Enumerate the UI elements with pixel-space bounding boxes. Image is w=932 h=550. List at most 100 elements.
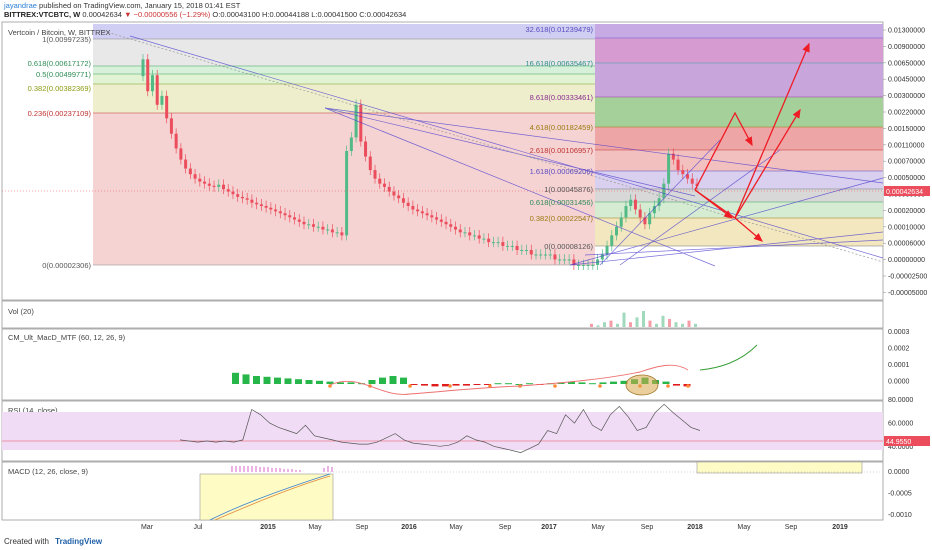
- candle-body: [321, 226, 325, 230]
- ultmacd-bar: [347, 382, 355, 384]
- candle-body: [193, 174, 197, 179]
- candle-body: [619, 217, 623, 227]
- symbol-label[interactable]: BITTREX:VTCBTC, W: [4, 10, 81, 19]
- price-tick-label: 0.00300000: [888, 93, 925, 100]
- candle-body: [435, 217, 439, 220]
- ultmacd-bar: [442, 384, 449, 387]
- price-tick-label: 0.01300000: [888, 28, 925, 35]
- rsi-tick-label: 80.0000: [888, 397, 913, 404]
- candle-body: [676, 159, 680, 171]
- macd-highlight-box[interactable]: [199, 473, 334, 521]
- macd-histogram: [231, 466, 333, 472]
- ultmacd-bar: [379, 377, 386, 384]
- price-tick-label: 0.00220000: [888, 110, 925, 117]
- candle-body: [397, 195, 401, 199]
- price-tick-label: 0.00006000: [888, 241, 925, 248]
- price-tick-label: 0.00010000: [888, 224, 925, 231]
- candle-body: [359, 104, 363, 142]
- ultmacd-bar: [473, 384, 481, 385]
- candle-body: [491, 242, 495, 244]
- candle-body: [567, 259, 571, 261]
- last-price-tag: 0.00042634: [884, 186, 930, 196]
- ultmacd-bar: [337, 382, 344, 384]
- fib-retracement-zone[interactable]: [93, 24, 595, 266]
- ultmacd-bar: [274, 377, 281, 384]
- chart-canvas[interactable]: Vertcoin / Bitcoin, W, BITTREX Vol (20) …: [0, 20, 932, 534]
- time-axis[interactable]: Mar Jul 2015 May Sep 2016 May Sep 2017 May Sep 2018…: [141, 524, 848, 531]
- fib-extension-zone[interactable]: [595, 24, 883, 247]
- candle-body: [695, 183, 699, 186]
- projection-arrows[interactable]: [694, 42, 810, 242]
- candle-body: [184, 159, 188, 169]
- author-link[interactable]: jayandrae: [4, 1, 37, 10]
- candle-body: [501, 242, 505, 246]
- footer: Created with TradingView: [0, 534, 932, 550]
- ultmacd-cross-dot: [666, 384, 670, 388]
- time-tick-label: 2015: [260, 524, 276, 531]
- rsi-tick-label: 60.0000: [888, 421, 913, 428]
- candle-body: [411, 205, 415, 210]
- tradingview-logo[interactable]: TradingView: [55, 537, 103, 546]
- ultmacd-tick-label: 0.0000: [888, 379, 910, 386]
- candle-body: [496, 242, 500, 244]
- ultmacd-bar: [610, 381, 617, 384]
- candle-body: [340, 232, 344, 236]
- fib-label-0618: 0.618(0.00617172): [28, 59, 92, 68]
- candle-body: [416, 209, 420, 212]
- candle-body: [629, 199, 633, 206]
- ultmacd-bar: [515, 384, 523, 385]
- ultmacd-bar: [232, 372, 239, 384]
- candle-body: [610, 235, 614, 246]
- ultmacd-axis: 0.0003 0.0002 0.0001 0.0000: [888, 329, 910, 386]
- candle-body: [534, 254, 538, 256]
- trendlines[interactable]: [129, 35, 884, 267]
- candle-body: [529, 250, 533, 255]
- candle-body: [681, 170, 685, 175]
- price-axis[interactable]: 0.01300000 0.00900000 0.00650000 0.00450000…: [883, 28, 927, 297]
- volume-bar: [681, 323, 684, 327]
- candle-body: [307, 224, 311, 226]
- last-price-tag-text: 0.00042634: [886, 189, 923, 196]
- candle-body: [221, 184, 225, 190]
- time-tick-label: May: [737, 524, 751, 531]
- ultmacd-projection-curve[interactable]: [699, 344, 758, 371]
- fib-label-1: 1(0.00997235): [42, 35, 91, 44]
- ultmacd-tick-label: 0.0001: [888, 362, 910, 369]
- price-tick-label: -0.00005000: [888, 290, 927, 297]
- ultmacd-bar: [316, 380, 323, 384]
- rsi-value-tag-text: 44.9550: [886, 439, 911, 446]
- candle-body: [690, 178, 694, 184]
- candle-body: [231, 191, 235, 195]
- candle-body: [326, 229, 330, 231]
- candle-body: [155, 75, 159, 105]
- ext-label-8618: 8.618(0.00333461): [530, 93, 594, 102]
- candle-body: [297, 219, 301, 222]
- candle-body: [160, 95, 164, 105]
- price-candles[interactable]: [141, 54, 699, 270]
- ultmacd-cross-dot: [408, 384, 412, 388]
- candle-body: [562, 259, 566, 261]
- volume-bar: [668, 319, 671, 327]
- ultmacd-bar: [620, 380, 628, 384]
- ultmacd-cross-dot: [598, 384, 602, 388]
- candle-body: [591, 265, 595, 266]
- candle-body: [198, 178, 202, 182]
- dotted-trendline[interactable]: [99, 29, 884, 263]
- volume-bar: [687, 320, 691, 327]
- candle-body: [506, 245, 510, 247]
- ultmacd-cross-highlight[interactable]: [625, 374, 659, 396]
- price-pane-title: Vertcoin / Bitcoin, W, BITTREX: [8, 28, 111, 37]
- fib-extension-labels: 32.618(0.01239479) 16.618(0.00635467) 8.…: [525, 25, 593, 251]
- candle-body: [515, 245, 519, 251]
- candle-body: [179, 148, 183, 160]
- candle-body: [203, 181, 207, 184]
- candle-body: [420, 211, 424, 214]
- macd-tick-label: 0.0000: [888, 469, 910, 476]
- ext-label-2618: 2.618(0.00106957): [530, 146, 594, 155]
- candle-body: [302, 221, 306, 225]
- candle-body: [264, 205, 268, 208]
- price-tick-label: 0.00020000: [888, 208, 925, 215]
- macd-projection-box[interactable]: [696, 461, 863, 474]
- candle-body: [240, 196, 244, 199]
- volume-bar: [603, 322, 606, 327]
